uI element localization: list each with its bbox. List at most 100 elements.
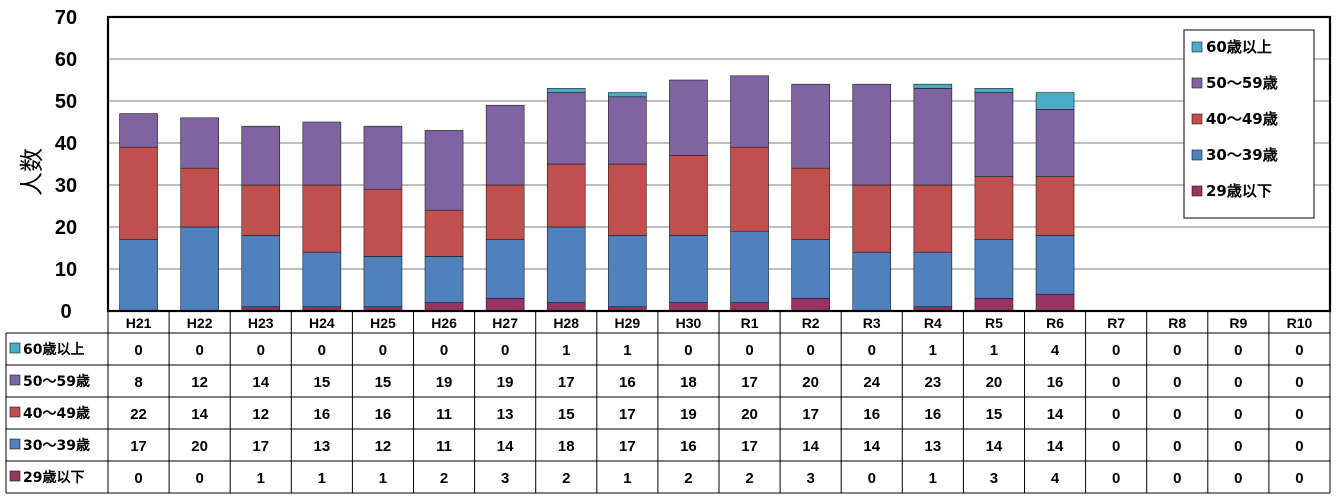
- table-cell-3-R7: 0: [1112, 438, 1120, 455]
- bar-H24-series-2: [302, 184, 342, 253]
- table-cell-3-R5: 14: [986, 438, 1003, 455]
- table-cell-4-R1: 2: [745, 470, 753, 487]
- bar-R6-series-3: [1035, 109, 1075, 177]
- bar-R2-series-3: [791, 83, 830, 169]
- bar-H23-series-2: [241, 184, 281, 236]
- table-cell-4-R2: 3: [806, 470, 814, 487]
- bar-H29-series-2: [608, 163, 647, 236]
- table-row-label-2: 40～49歳: [23, 405, 90, 422]
- bar-H27-series-1: [485, 239, 525, 299]
- bar-R4-series-1: [913, 251, 953, 308]
- table-cell-1-R10: 0: [1295, 374, 1303, 391]
- table-cell-2-H29: 17: [619, 406, 636, 423]
- bar-H27-series-2: [485, 184, 525, 240]
- bar-R3-series-1: [852, 251, 892, 312]
- table-cell-3-H27: 14: [497, 438, 514, 455]
- bar-R5-series-0: [974, 298, 1014, 312]
- table-cell-2-R3: 16: [863, 406, 880, 423]
- x-tick-label-R5: R5: [985, 315, 1003, 331]
- table-cell-0-R7: 0: [1112, 342, 1120, 359]
- table-cell-0-R5: 1: [990, 342, 998, 359]
- table-cell-1-H23: 14: [252, 374, 269, 391]
- bar-H21-series-1: [119, 239, 158, 312]
- bar-H28-series-3: [546, 92, 586, 165]
- table-cell-0-H26: 0: [440, 342, 448, 359]
- table-cell-3-R10: 0: [1295, 438, 1303, 455]
- x-tick-label-H22: H22: [187, 315, 213, 331]
- table-cell-0-H24: 0: [318, 342, 326, 359]
- table-cell-4-R10: 0: [1295, 470, 1303, 487]
- bar-R6-series-4: [1035, 92, 1075, 110]
- table-cell-2-R2: 17: [802, 406, 819, 423]
- table-cell-3-H25: 12: [375, 438, 392, 455]
- bar-H26-series-2: [424, 209, 464, 257]
- table-cell-0-R1: 0: [745, 342, 753, 359]
- bar-H22-series-2: [180, 167, 219, 228]
- bar-H29-series-3: [608, 96, 647, 165]
- table-cell-1-H22: 12: [191, 374, 208, 391]
- x-tick-label-H24: H24: [309, 315, 335, 331]
- legend-label-2: 40～49歳: [1206, 110, 1278, 128]
- table-cell-1-R7: 0: [1112, 374, 1120, 391]
- bar-H21-series-3: [119, 113, 158, 148]
- bar-H26-series-3: [424, 130, 464, 211]
- legend-swatch-3: [1191, 149, 1203, 161]
- legend-label-0: 60歳以上: [1206, 38, 1272, 56]
- bar-R3-series-3: [852, 83, 892, 186]
- table-cell-2-R7: 0: [1112, 406, 1120, 423]
- table-cell-2-H26: 11: [436, 406, 452, 423]
- table-cell-4-R4: 1: [929, 470, 937, 487]
- bar-H23-series-3: [241, 125, 281, 186]
- legend-swatch-4: [1191, 185, 1203, 197]
- table-cell-1-H25: 15: [375, 374, 392, 391]
- table-cell-4-R8: 0: [1173, 470, 1181, 487]
- table-row-swatch-0: [9, 342, 21, 354]
- x-tick-label-R9: R9: [1229, 315, 1247, 331]
- table-cell-2-R10: 0: [1295, 406, 1303, 423]
- table-cell-0-H28: 1: [562, 342, 570, 359]
- table-cell-3-R8: 0: [1173, 438, 1181, 455]
- table-cell-2-H24: 16: [314, 406, 331, 423]
- table-cell-2-R1: 20: [741, 406, 758, 423]
- bar-H23-series-1: [241, 235, 281, 308]
- table-cell-0-R4: 1: [929, 342, 937, 359]
- y-tick-label-10: 10: [55, 259, 77, 281]
- table-cell-2-H21: 22: [130, 406, 147, 423]
- table-cell-4-H23: 1: [257, 470, 265, 487]
- bar-R3-series-2: [852, 184, 892, 253]
- table-cell-3-H23: 17: [252, 438, 269, 455]
- bar-H29-series-1: [608, 235, 647, 308]
- y-tick-label-50: 50: [55, 91, 77, 113]
- table-cell-4-H26: 2: [440, 470, 448, 487]
- bar-H30-series-1: [669, 235, 708, 303]
- bar-H22-series-1: [180, 226, 219, 312]
- table-cell-4-H30: 2: [684, 470, 692, 487]
- x-tick-label-H29: H29: [615, 315, 641, 331]
- bar-R6-series-1: [1035, 235, 1075, 295]
- bar-R1-series-2: [730, 146, 769, 232]
- legend-swatch-0: [1191, 41, 1203, 53]
- bar-H28-series-0: [546, 302, 586, 312]
- table-cell-2-H22: 14: [191, 406, 208, 423]
- y-tick-label-0: 0: [60, 301, 71, 323]
- table-cell-3-H28: 18: [558, 438, 575, 455]
- table-row-swatch-4: [9, 470, 21, 482]
- bar-R4-series-3: [913, 88, 953, 186]
- legend-swatch-2: [1191, 113, 1203, 125]
- table-cell-1-R6: 16: [1047, 374, 1064, 391]
- x-tick-label-H21: H21: [126, 315, 152, 331]
- table-cell-3-R1: 17: [741, 438, 758, 455]
- bar-H21-series-2: [119, 146, 158, 240]
- bar-R6-series-2: [1035, 176, 1075, 236]
- table-cell-0-R6: 4: [1051, 342, 1060, 359]
- x-tick-label-R6: R6: [1046, 315, 1064, 331]
- bar-R4-series-2: [913, 184, 953, 253]
- table-cell-1-H27: 19: [497, 374, 514, 391]
- bar-R1-series-0: [730, 302, 769, 312]
- table-cell-2-H28: 15: [558, 406, 575, 423]
- table-cell-3-H26: 11: [436, 438, 452, 455]
- table-cell-0-H29: 1: [623, 342, 631, 359]
- x-tick-label-R2: R2: [802, 315, 820, 331]
- x-tick-label-H27: H27: [492, 315, 518, 331]
